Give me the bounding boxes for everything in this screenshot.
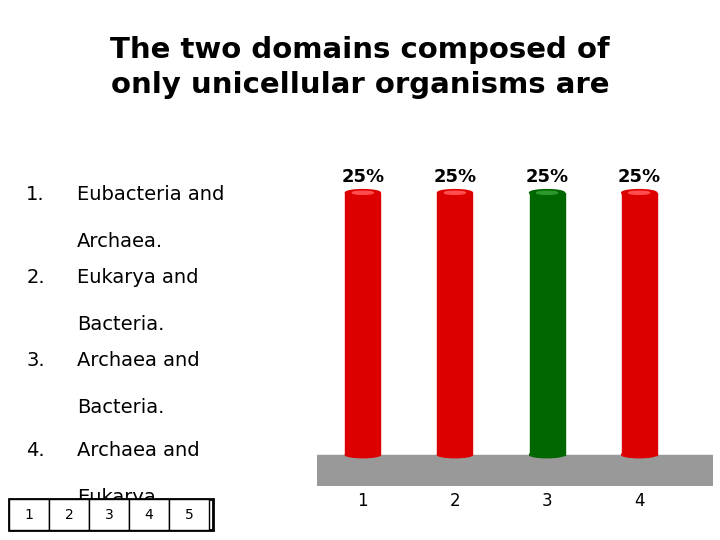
Bar <box>529 193 564 455</box>
Ellipse shape <box>438 451 472 458</box>
Text: 3.: 3. <box>26 351 45 370</box>
Text: 25%: 25% <box>433 168 477 186</box>
Ellipse shape <box>536 191 557 194</box>
Ellipse shape <box>438 190 472 196</box>
Text: Eubacteria and: Eubacteria and <box>77 185 224 204</box>
Ellipse shape <box>346 451 380 458</box>
Ellipse shape <box>352 191 374 194</box>
Text: 3: 3 <box>104 508 114 522</box>
Text: 1.: 1. <box>26 185 45 204</box>
Text: Eukarya and: Eukarya and <box>77 268 199 287</box>
Bar <box>438 193 472 455</box>
Ellipse shape <box>529 451 564 458</box>
Ellipse shape <box>346 190 380 196</box>
FancyBboxPatch shape <box>89 500 129 530</box>
Bar <box>317 455 713 486</box>
Text: Eukarya.: Eukarya. <box>77 488 162 507</box>
Bar <box>621 193 657 455</box>
Ellipse shape <box>629 191 649 194</box>
Text: 2.: 2. <box>26 268 45 287</box>
Text: Archaea.: Archaea. <box>77 232 163 251</box>
FancyBboxPatch shape <box>169 500 209 530</box>
Text: 4.: 4. <box>26 441 45 460</box>
Text: Bacteria.: Bacteria. <box>77 398 164 417</box>
Bar <box>346 193 380 455</box>
Text: 4: 4 <box>145 508 153 522</box>
Ellipse shape <box>529 190 564 196</box>
Text: 2: 2 <box>65 508 73 522</box>
Text: 1: 1 <box>25 508 34 522</box>
Text: 25%: 25% <box>618 168 661 186</box>
Text: 5: 5 <box>184 508 193 522</box>
Text: Bacteria.: Bacteria. <box>77 315 164 334</box>
Text: The two domains composed of
only unicellular organisms are: The two domains composed of only unicell… <box>110 36 610 99</box>
Text: Archaea and: Archaea and <box>77 351 199 370</box>
Text: Archaea and: Archaea and <box>77 441 199 460</box>
FancyBboxPatch shape <box>129 500 169 530</box>
Ellipse shape <box>444 191 465 194</box>
FancyBboxPatch shape <box>9 500 49 530</box>
FancyBboxPatch shape <box>9 499 213 530</box>
Ellipse shape <box>621 190 657 196</box>
Text: 25%: 25% <box>526 168 569 186</box>
Text: 25%: 25% <box>341 168 384 186</box>
Ellipse shape <box>621 451 657 458</box>
FancyBboxPatch shape <box>49 500 89 530</box>
